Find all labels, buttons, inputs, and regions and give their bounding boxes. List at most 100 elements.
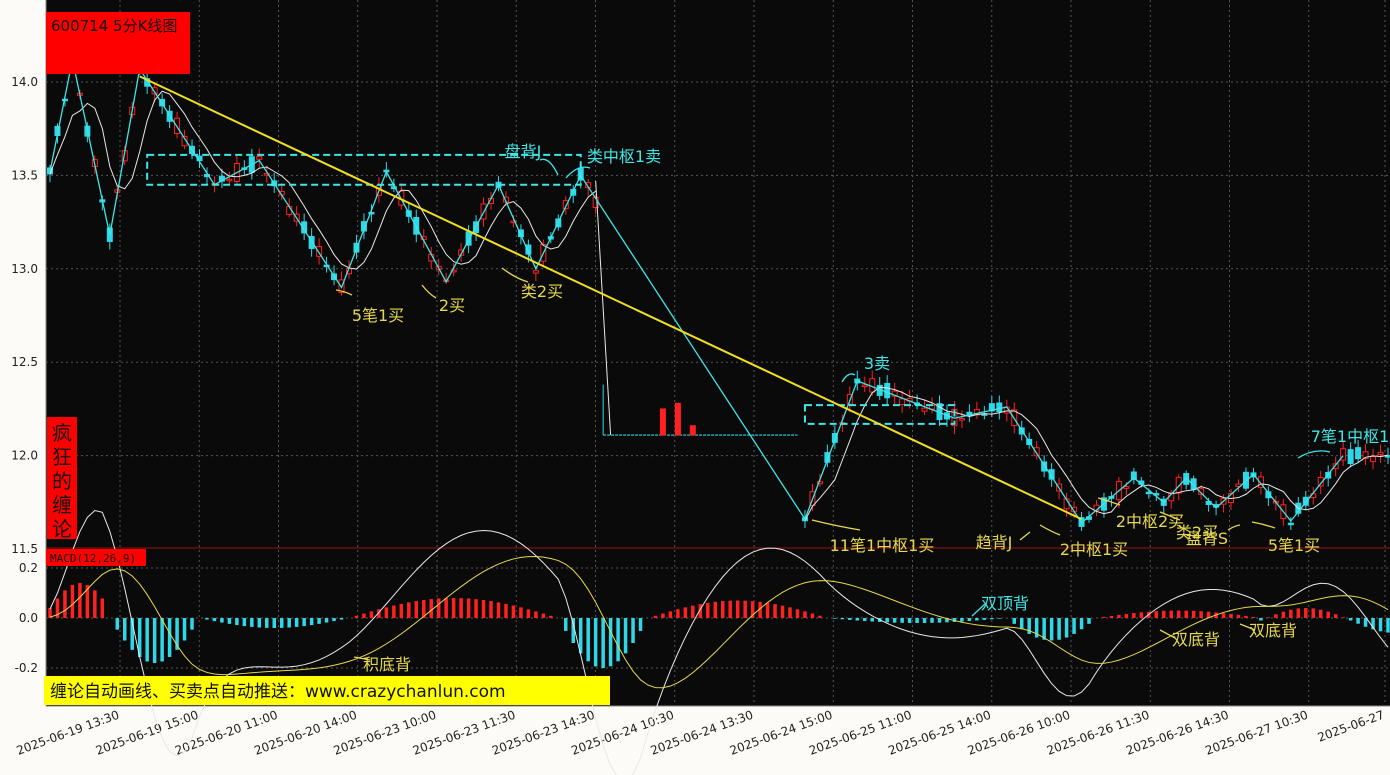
side-label-box <box>47 417 77 539</box>
moving-average-line <box>595 180 612 436</box>
candle-body <box>824 452 831 463</box>
candle-body <box>525 244 532 255</box>
candle-body <box>368 211 375 215</box>
promo-banner-box <box>44 676 610 705</box>
signal-label: 5笔1买 <box>1268 536 1320 555</box>
macd-signal-arrow <box>1239 623 1256 631</box>
signal-label: 盘背J <box>505 142 542 161</box>
candle-body <box>1340 448 1347 461</box>
candle-body <box>1317 477 1324 487</box>
promo-banner: 缠论自动画线、买卖点自动推送：www.crazychanlun.com <box>50 682 506 702</box>
signal-arrow <box>1251 521 1276 529</box>
price-tick-label: 13.0 <box>11 262 38 276</box>
candle-body <box>1130 471 1137 480</box>
candle-body <box>301 221 308 234</box>
candle-body <box>562 200 569 210</box>
trend-line <box>139 75 1082 521</box>
signal-label: 2中枢1买 <box>1060 540 1128 559</box>
candle-body <box>151 87 158 95</box>
candle-body <box>1198 488 1205 495</box>
macd-tick-label: 0.0 <box>19 611 38 625</box>
candle-body <box>1048 469 1055 480</box>
candle-body <box>308 236 315 249</box>
candle-body <box>861 384 868 387</box>
macd-signal-arrow <box>353 656 371 661</box>
signal-label: 趋背J <box>976 533 1013 552</box>
macd-signal-arrow <box>971 603 986 617</box>
candle-body <box>1145 491 1152 495</box>
candle-body <box>1370 456 1377 462</box>
macd-tick-label: 0.2 <box>19 561 38 575</box>
candle-body <box>450 269 457 273</box>
candle-body <box>816 481 823 485</box>
signal-arrow <box>539 158 559 176</box>
candle-body <box>988 403 995 412</box>
candle-body <box>203 174 210 178</box>
candle-body <box>1257 476 1264 488</box>
signal-label: 11笔1中枢1买 <box>830 536 935 555</box>
candle-body <box>1332 463 1339 470</box>
macd-signal-label: 积底背 <box>363 655 411 674</box>
signal-arrow <box>1019 531 1031 541</box>
candle-body <box>996 402 1003 413</box>
signal-arrow <box>1159 511 1181 521</box>
candle-body <box>1033 447 1040 457</box>
price-tick-label: 11.5 <box>11 542 38 556</box>
candle-body <box>1265 491 1272 499</box>
price-tick-label: 12.5 <box>11 355 38 369</box>
signal-label: 5笔1买 <box>352 306 404 325</box>
macd-title-box <box>46 549 146 566</box>
candle-body <box>510 220 517 224</box>
chart-title: 600714 5分K线图 <box>51 17 177 35</box>
candle-body <box>263 173 270 176</box>
price-tick-label: 12.0 <box>11 449 38 463</box>
side-label-text: 疯狂的缠论 <box>52 421 72 541</box>
side-label: 疯狂的缠论 <box>52 421 72 541</box>
candle-body <box>1287 522 1294 526</box>
signal-label: 类2买 <box>521 282 563 301</box>
candle-body <box>958 418 965 421</box>
time-tick-label: 2025-06-27 <box>1316 708 1386 745</box>
candle-body <box>1347 449 1354 465</box>
signal-arrow <box>1039 524 1061 536</box>
signal-arrow <box>1297 450 1331 459</box>
moving-average-line <box>804 386 1389 521</box>
price-tick-label: 13.5 <box>11 168 38 182</box>
moving-average-line <box>49 90 596 270</box>
signal-label: 盘背S <box>1186 529 1228 548</box>
candle-body <box>884 382 891 399</box>
macd-dea-line <box>49 555 1389 689</box>
candle-body <box>226 178 233 182</box>
macd-signal-label: 双底背 <box>1249 621 1297 640</box>
price-panel-bg <box>46 0 1390 548</box>
signal-arrow <box>1227 524 1241 531</box>
signal-arrow <box>1097 497 1121 506</box>
candle-body <box>689 425 696 436</box>
signal-label: 7笔1中枢1 <box>1311 427 1390 446</box>
signal-label: 2中枢2买 <box>1116 512 1184 531</box>
macd-signal-label: 双顶背 <box>981 594 1029 613</box>
candle-body <box>256 155 263 160</box>
candle-body <box>532 270 539 274</box>
signal-arrow <box>841 373 856 383</box>
signal-label: 类2买 <box>1176 523 1218 542</box>
candle-body <box>1377 451 1384 456</box>
candle-body <box>831 432 838 443</box>
candle-body <box>659 408 666 436</box>
macd-signal-arrow <box>1159 629 1176 639</box>
signal-arrow <box>421 284 437 299</box>
candle-body <box>1362 451 1369 459</box>
candle-body <box>316 246 323 257</box>
title-box <box>46 12 190 74</box>
macd-dif-line <box>49 509 1389 775</box>
bi-stroke-line <box>49 59 1344 524</box>
macd-signal-label: 双底背 <box>1172 630 1220 649</box>
candle-body <box>921 407 928 412</box>
signal-label: 3卖 <box>864 354 890 373</box>
candle-body <box>899 398 906 406</box>
macd-title: MACD(12,26,9) <box>50 552 136 565</box>
candle-body <box>1355 447 1362 460</box>
candle-body <box>1041 461 1048 472</box>
candle-body <box>674 402 681 436</box>
